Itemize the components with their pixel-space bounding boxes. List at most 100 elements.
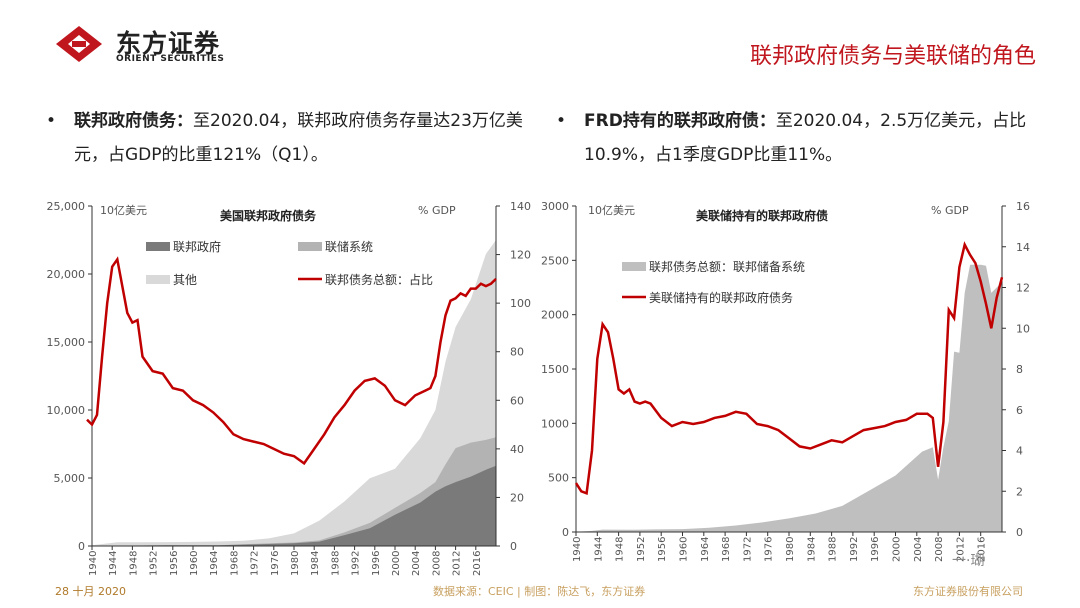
x-tick-label: 2012 [452, 551, 463, 576]
area-other [92, 240, 496, 546]
legend-swatch-federal [146, 242, 170, 251]
diamond-logo-icon [56, 26, 102, 62]
footer-source: 数据来源：CEIC | 制图：陈达飞，东方证券 [433, 585, 646, 598]
y-tick-label-left: 0 [562, 526, 569, 539]
legend-swatch-fed [298, 242, 322, 251]
x-tick-label: 1952 [149, 551, 160, 576]
y-tick-label-right: 8 [1016, 363, 1023, 376]
x-tick-label: 2004 [411, 551, 422, 576]
x-tick-label: 1980 [785, 537, 796, 562]
x-tick-label: 2008 [431, 551, 442, 576]
company-logo: 东方证券 ORIENT SECURITIES [52, 22, 252, 68]
x-tick-label: 2008 [934, 537, 945, 562]
x-tick-label: 1996 [371, 551, 382, 576]
x-tick-label: 1956 [657, 537, 668, 562]
y-tick-label-right: 12 [1016, 282, 1030, 295]
bullet-text: 至2020.04，联邦政府债务存量达23万亿美元，占GDP的比重121%（Q1）… [74, 111, 523, 165]
legend-swatch-other [146, 275, 170, 284]
y-tick-label-right: 6 [1016, 404, 1023, 417]
bullet-lead: FRD持有的联邦政府债： [584, 111, 776, 131]
x-tick-label: 1992 [351, 551, 362, 576]
x-tick-label: 1944 [593, 537, 604, 562]
x-tick-label: 2016 [977, 537, 988, 562]
ratio-line [86, 256, 497, 466]
x-tick-label: 1964 [209, 551, 220, 576]
x-tick-label: 1976 [764, 537, 775, 562]
y-tick-label-right: 60 [510, 394, 524, 407]
x-tick-label: 2004 [913, 537, 924, 562]
x-tick-label: 1988 [330, 551, 341, 576]
x-tick-label: 1948 [128, 551, 139, 576]
y-tick-label-right: 20 [510, 491, 524, 504]
left-unit-label: 10亿美元 [588, 204, 635, 217]
chart-title: 美国联邦政府债务 [220, 208, 317, 223]
ratio-line [574, 241, 1004, 496]
y-tick-label-right: 10 [1016, 322, 1030, 335]
fed-holdings-chart: 10亿美元 美联储持有的联邦政府债 % GDP 0 500 1000 1500 2000… [541, 200, 1030, 562]
x-tick-label: 1968 [721, 537, 732, 562]
x-tick-label: 1972 [250, 551, 261, 576]
x-tick-label: 1992 [849, 537, 860, 562]
y-tick-label-left: 500 [548, 472, 569, 485]
y-tick-label-right: 120 [510, 249, 531, 262]
bullet-dot: • [556, 111, 567, 131]
y-tick-label-left: 0 [78, 540, 85, 553]
x-tick-label: 1980 [290, 551, 301, 576]
y-tick-label-left: 10,000 [47, 404, 86, 417]
x-tick-label: 1984 [310, 551, 321, 576]
legend-label-holdings: 联邦债务总额：联邦储备系统 [649, 259, 805, 274]
x-tick-label: 1940 [572, 537, 583, 562]
y-tick-label-right: 0 [1016, 526, 1023, 539]
y-tick-label-left: 25,000 [47, 200, 86, 213]
bullet-dot: • [46, 111, 57, 131]
chart-title: 美联储持有的联邦政府债 [696, 208, 828, 223]
federal-debt-chart: 10亿美元 美国联邦政府债务 % GDP 0 5,000 10,000 15,000 2… [47, 200, 532, 576]
y-tick-label-left: 20,000 [47, 268, 86, 281]
y-tick-label-left: 15,000 [47, 336, 86, 349]
left-unit-label: 10亿美元 [100, 204, 147, 217]
x-tick-label: 1968 [229, 551, 240, 576]
x-tick-label: 1988 [828, 537, 839, 562]
legend-label-federal: 联邦政府 [173, 239, 221, 254]
x-tick-label: 2016 [472, 551, 483, 576]
x-tick-label: 1952 [636, 537, 647, 562]
logo-name-cn: 东方证券 [116, 29, 221, 58]
y-tick-label-right: 0 [510, 540, 517, 553]
x-tick-label: 2012 [955, 537, 966, 562]
legend-swatch-holdings [622, 262, 646, 271]
logo-name-en: ORIENT SECURITIES [116, 54, 225, 64]
x-tick-label: 1940 [88, 551, 99, 576]
area-federal [92, 465, 496, 546]
x-tick-label: 1948 [615, 537, 626, 562]
legend-label-ratio: 美联储持有的联邦政府债务 [649, 290, 793, 305]
bullet-fed-holdings: • FRD持有的联邦政府债：至2020.04，2.5万亿美元，占比10.9%，占… [556, 104, 1056, 176]
y-tick-label-left: 1000 [541, 417, 569, 430]
y-tick-label-left: 3000 [541, 200, 569, 213]
x-tick-label: 1996 [870, 537, 881, 562]
y-tick-label-right: 2 [1016, 485, 1023, 498]
y-tick-label-right: 140 [510, 200, 531, 213]
x-tick-label: 1960 [189, 551, 200, 576]
x-tick-label: 1956 [169, 551, 180, 576]
bullet-lead: 联邦政府债务： [74, 111, 193, 131]
legend-label-fed: 联储系统 [325, 239, 373, 254]
legend: 联邦债务总额：联邦储备系统 美联储持有的联邦政府债务 [622, 259, 805, 305]
legend-label-ratio: 联邦债务总额：占比 [325, 272, 433, 287]
page-title: 联邦政府债务与美联储的角色 [749, 44, 1036, 69]
legend: 联邦政府 联储系统 其他 联邦债务总额：占比 [146, 239, 433, 287]
y-tick-label-left: 5,000 [54, 472, 86, 485]
bullet-text: 至2020.04，2.5万亿美元，占比10.9%，占1季度GDP比重11%。 [584, 111, 1027, 165]
x-tick-label: 1960 [679, 537, 690, 562]
watermark: 一·瑚 [952, 553, 985, 569]
right-unit-label: % GDP [418, 204, 456, 217]
x-tick-label: 1964 [700, 537, 711, 562]
y-tick-label-right: 4 [1016, 445, 1023, 458]
x-tick-label: 2000 [391, 551, 402, 576]
footer-date: 28 十月 2020 [55, 585, 126, 598]
y-tick-label-right: 16 [1016, 200, 1030, 213]
y-tick-label-right: 80 [510, 346, 524, 359]
x-tick-label: 1944 [108, 551, 119, 576]
x-tick-label: 2000 [892, 537, 903, 562]
right-unit-label: % GDP [931, 204, 969, 217]
footer-company: 东方证券股份有限公司 [913, 585, 1023, 598]
